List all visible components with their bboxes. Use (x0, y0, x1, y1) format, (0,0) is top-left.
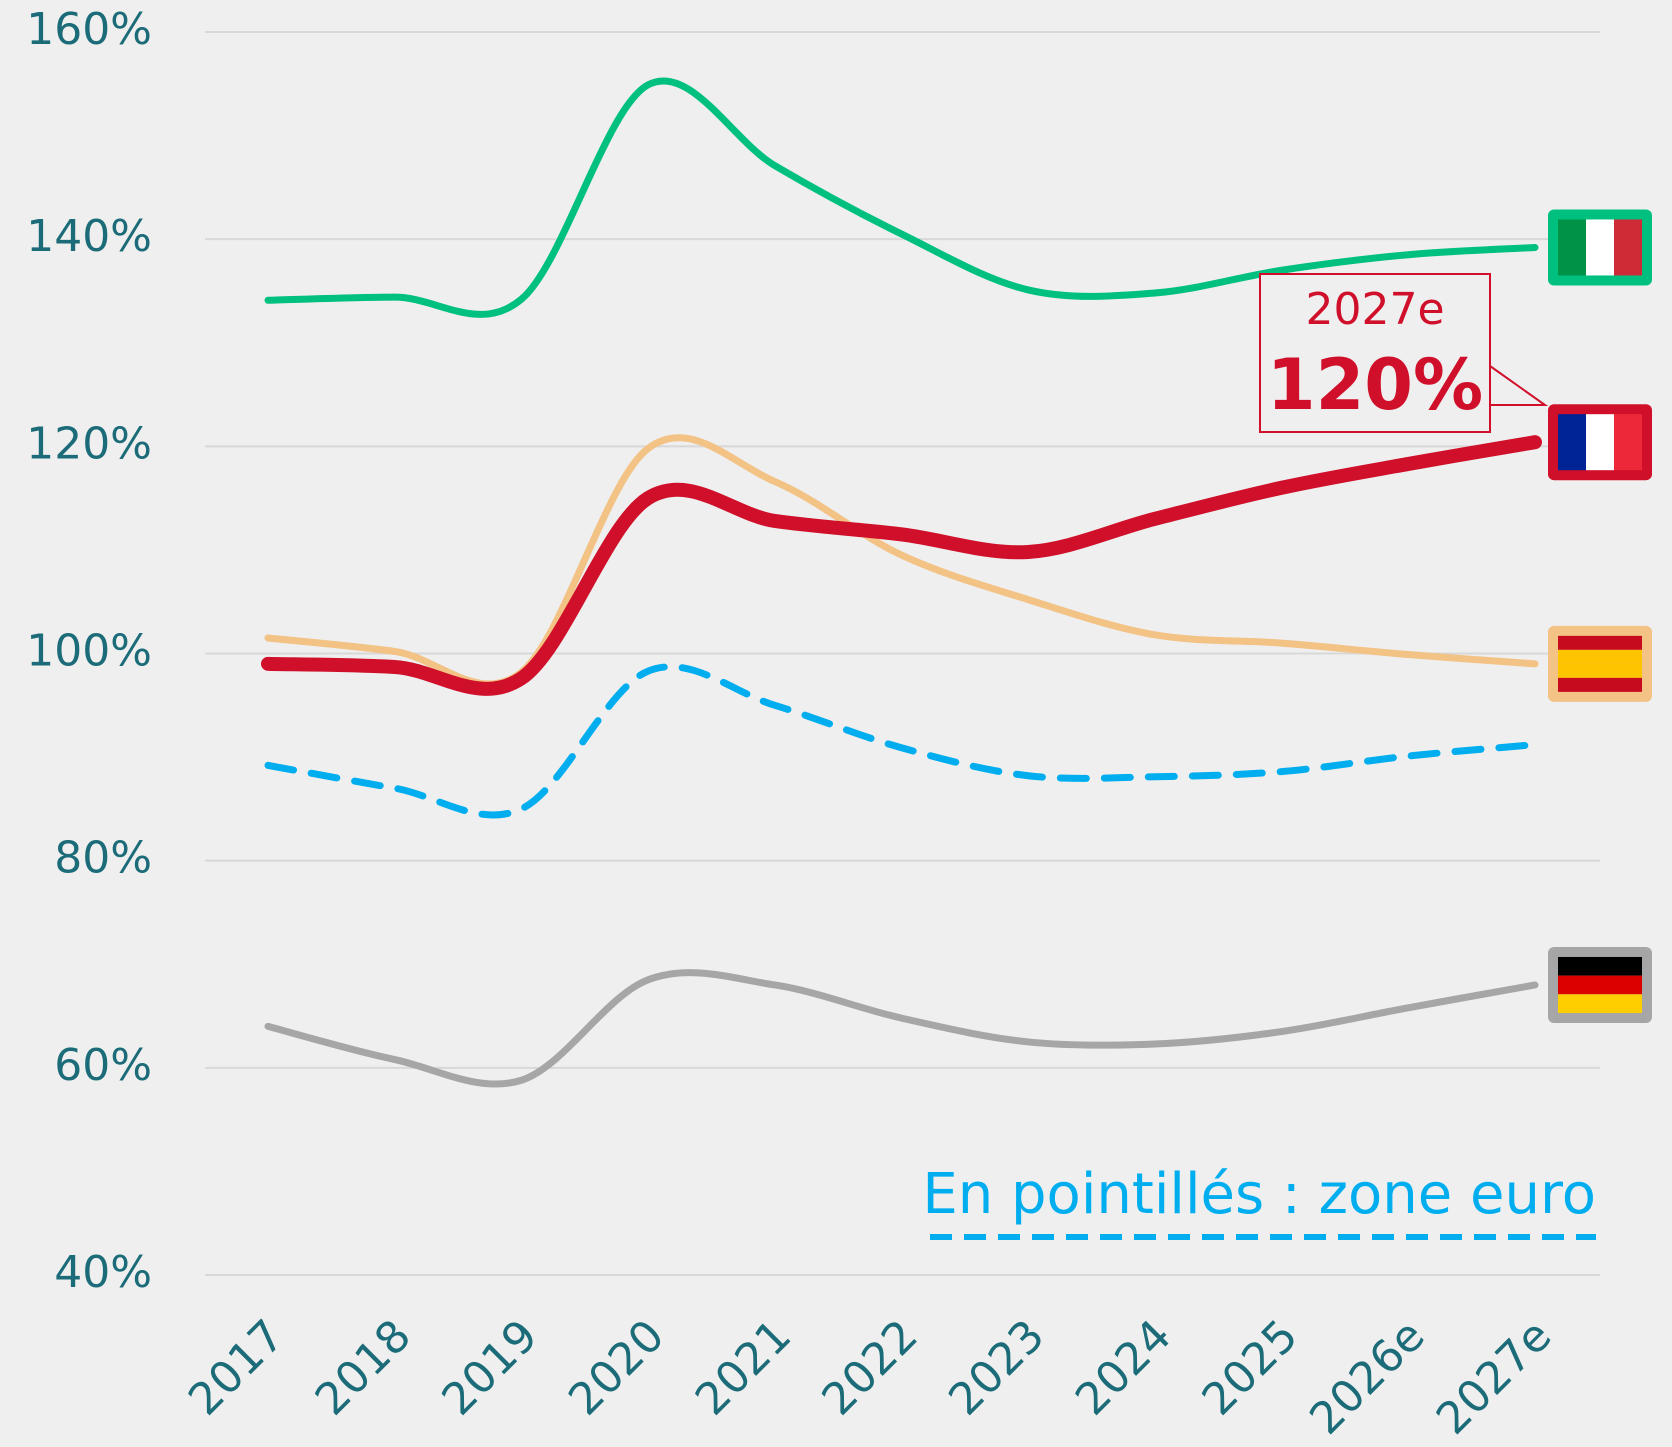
series-line (264, 969, 1539, 1088)
flag-stripe (1614, 219, 1642, 276)
annotation-text: 120% (1267, 344, 1483, 426)
flag-stripe (1558, 975, 1642, 995)
flag-stripe (1558, 663, 1642, 678)
flag-stripe (1558, 414, 1586, 471)
flag-stripe (1614, 414, 1642, 471)
note: En pointillés : zone euro (922, 1162, 1596, 1227)
series-line (264, 77, 1539, 318)
annotation: 2027e 120% (1259, 273, 1549, 433)
y-tick-label: 140% (26, 211, 152, 262)
y-tick-label: 80% (54, 833, 152, 884)
lines (261, 77, 1542, 1088)
y-tick-label: 60% (54, 1040, 152, 1091)
y-tick-label: 40% (54, 1247, 152, 1298)
flag-stripe (1558, 219, 1586, 276)
y-tick-label: 100% (26, 626, 152, 677)
flag-stripe (1586, 414, 1614, 471)
series-line (264, 663, 1539, 819)
annotation-title: 2027e (1305, 284, 1444, 335)
annotation-box (1259, 273, 1491, 433)
flag-stripe (1558, 956, 1642, 976)
flag-stripe (1558, 994, 1642, 1013)
y-tick-label: 160% (26, 4, 152, 55)
flag-stripe (1558, 649, 1642, 664)
series-line (261, 435, 1542, 696)
flags (1548, 209, 1652, 1023)
y-tick-label: 120% (26, 418, 152, 469)
annotation-connector (1489, 365, 1549, 406)
flag-stripe (1558, 677, 1642, 692)
flag-stripe (1586, 219, 1614, 276)
flag-stripe (1558, 635, 1642, 650)
